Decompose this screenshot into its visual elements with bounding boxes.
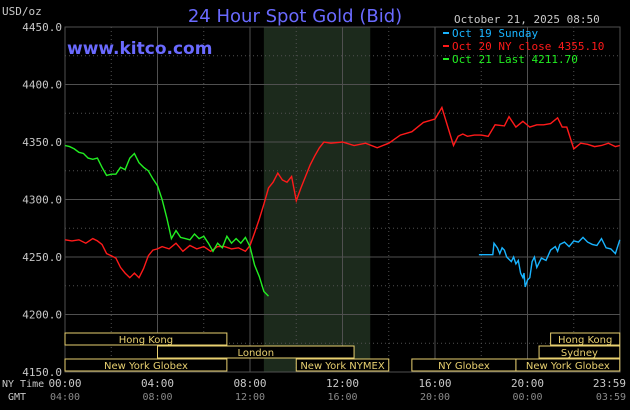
watermark: www.kitco.com xyxy=(67,39,212,59)
x-tick-ny: 16:00 xyxy=(418,377,451,390)
y-tick-label: 4400.0 xyxy=(22,79,62,92)
x-tick-ny: 00:00 xyxy=(48,377,81,390)
session-label: Sydney xyxy=(561,348,598,359)
y-tick-label: 4150.0 xyxy=(22,366,62,379)
x-tick-gmt: 16:00 xyxy=(327,392,357,403)
x-axis-ticks: 00:00 04:00 08:00 12:00 16:00 20:00 23:59 04:00… xyxy=(48,377,626,403)
x-tick-gmt: 03:59 xyxy=(596,392,626,403)
session-box xyxy=(295,358,390,372)
session-label: London xyxy=(237,348,274,359)
legend-entry: Oct 20 NY close 4355.10 xyxy=(452,40,604,53)
y-tick-label: 4300.0 xyxy=(22,194,62,207)
series-line-3 xyxy=(64,144,269,297)
y-unit-label: USD/oz xyxy=(2,5,42,18)
session-label: Hong Kong xyxy=(558,335,612,346)
session-label: Hong Kong xyxy=(119,335,173,346)
chart-title: 24 Hour Spot Gold (Bid) xyxy=(188,6,402,27)
session-box xyxy=(64,358,228,372)
x-tick-gmt: 00:00 xyxy=(512,392,542,403)
x-tick-gmt: 04:00 xyxy=(50,392,80,403)
y-tick-label: 4200.0 xyxy=(22,309,62,322)
legend-entry: Oct 21 Last 4211.70 xyxy=(452,53,578,66)
session-label: New York NYMEX xyxy=(300,361,385,372)
x-tick-ny: 12:00 xyxy=(326,377,359,390)
x-tick-gmt: 08:00 xyxy=(142,392,172,403)
session-box xyxy=(157,345,355,359)
gmt-label: GMT xyxy=(8,392,26,403)
session-box xyxy=(550,332,621,346)
y-axis-ticks: 4450.0 4400.0 4350.0 4300.0 4250.0 4200.0 4150… xyxy=(22,21,62,379)
x-tick-ny: 08:00 xyxy=(233,377,266,390)
timestamp: October 21, 2025 08:50 xyxy=(454,13,600,26)
legend-entry: Oct 19 Sunday xyxy=(452,27,538,40)
ny-time-label: NY Time xyxy=(2,379,44,390)
y-tick-label: 4350.0 xyxy=(22,136,62,149)
x-tick-gmt: 12:00 xyxy=(235,392,265,403)
session-box xyxy=(64,332,228,346)
y-tick-label: 4450.0 xyxy=(22,21,62,34)
session-label: New York Globex xyxy=(526,361,610,372)
session-box xyxy=(538,345,621,359)
y-tick-label: 4250.0 xyxy=(22,251,62,264)
x-tick-gmt: 20:00 xyxy=(420,392,450,403)
plot-border xyxy=(64,26,621,373)
price-series xyxy=(64,105,621,297)
session-label: New York Globex xyxy=(104,361,188,372)
session-box xyxy=(515,358,621,372)
series-line-2 xyxy=(64,105,620,279)
session-label: NY Globex xyxy=(438,361,490,372)
trading-sessions: Hong Kong London New York Globex New York N… xyxy=(64,332,621,372)
x-tick-ny: 23:59 xyxy=(593,377,626,390)
series-line-1 xyxy=(478,236,621,288)
x-tick-ny: 20:00 xyxy=(511,377,544,390)
x-tick-ny: 04:00 xyxy=(141,377,174,390)
